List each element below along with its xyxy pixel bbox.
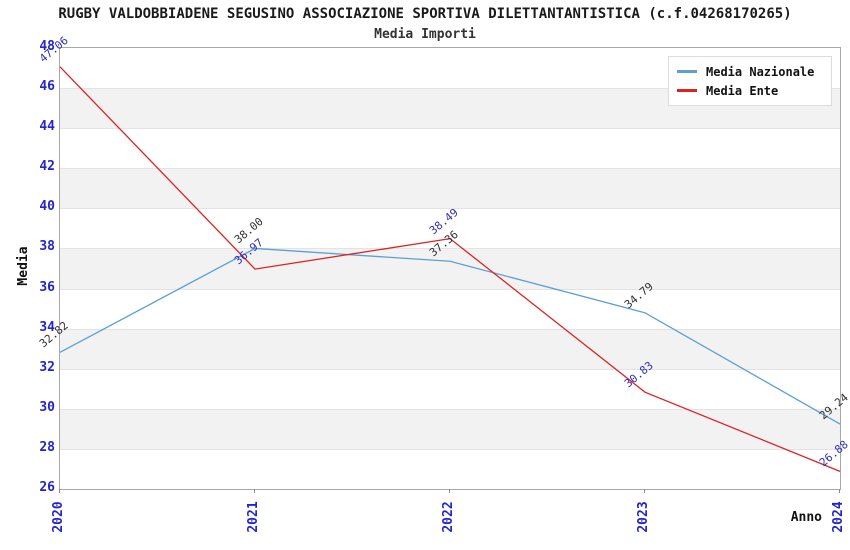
y-tick-label: 44 [39,119,55,135]
legend: Media Nazionale Media Ente [668,56,832,106]
y-tick-label: 34 [39,319,55,335]
gridline [60,448,840,450]
y-tick-label: 48 [39,39,55,54]
band [60,328,840,369]
band [60,128,840,169]
series-line-media-nazionale [59,247,841,425]
x-tick-label: 2024 [831,501,846,533]
gridline [60,88,840,90]
band [60,248,840,289]
gridline [60,128,840,130]
x-tick-mark [59,489,60,493]
y-tick-label: 28 [39,439,55,455]
series-line-media-ente [59,66,841,472]
y-tick-label: 26 [39,480,55,495]
legend-entry: Media Ente [677,81,823,100]
x-tick-mark [839,489,840,493]
x-axis-title: Anno [790,510,822,525]
x-tick-label: 2022 [441,501,456,533]
x-tick-label: 2021 [246,501,261,533]
legend-line-swatch [677,70,697,73]
y-tick-label: 36 [39,279,55,295]
band [60,288,840,329]
legend-label: Media Ente [706,83,779,98]
y-tick-label: 40 [39,199,55,215]
x-tick-mark [449,489,450,493]
band [60,408,840,449]
legend-line-swatch [677,89,697,92]
line-series-svg [59,66,841,472]
gridline [60,408,840,410]
y-tick-label: 42 [39,159,55,175]
x-tick-label: 2023 [636,501,651,533]
legend-entry: Media Nazionale [677,62,823,81]
x-tick-label: 2020 [51,501,66,533]
gridline [60,208,840,210]
y-tick-label: 30 [39,399,55,415]
chart-title: RUGBY VALDOBBIADENE SEGUSINO ASSOCIAZION… [58,6,792,22]
y-tick-label: 46 [39,79,55,95]
legend-entries: Media Nazionale Media Ente [677,62,823,100]
y-tick-label: 32 [39,359,55,375]
gridline [60,288,840,290]
chart-subtitle: Media Importi [374,27,476,42]
gridline [60,368,840,370]
x-tick-mark [644,489,645,493]
legend-label: Media Nazionale [706,64,815,79]
gridline [60,168,840,170]
x-tick-mark [254,489,255,493]
gridline [60,328,840,330]
band [60,448,840,489]
gridline [60,248,840,250]
band [60,208,840,249]
plot-area: 32.82 38.00 37.36 34.79 29.24 47.06 36.97 38.49… [37,34,850,490]
band [60,368,840,409]
y-tick-label: 38 [39,239,55,255]
